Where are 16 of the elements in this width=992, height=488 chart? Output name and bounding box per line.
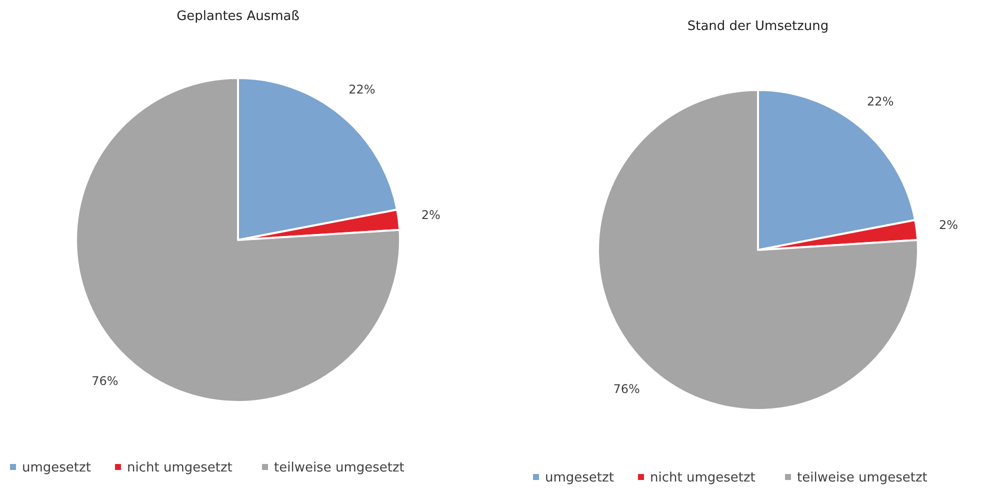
- pie-slice: [75, 77, 401, 403]
- data-label: 76%: [92, 374, 118, 388]
- data-label: 22%: [348, 82, 376, 96]
- legend-label: teilweise umgesetzt: [797, 470, 928, 486]
- chart-title: Stand der Umsetzung: [687, 19, 829, 34]
- data-label: 76%: [613, 382, 640, 396]
- chart-title: Geplantes Ausmaß: [176, 9, 300, 24]
- pie-slice: [597, 89, 919, 411]
- legend-label: nicht umgesetzt: [127, 460, 232, 476]
- data-label: 2%: [938, 218, 958, 232]
- legend-label: teilweise umgesetzt: [274, 460, 404, 476]
- data-label: 2%: [421, 208, 440, 222]
- legend-label: nicht umgesetzt: [650, 470, 756, 486]
- legend-label: umgesetzt: [545, 470, 614, 486]
- data-label: 22%: [867, 94, 894, 108]
- legend-label: umgesetzt: [22, 460, 91, 476]
